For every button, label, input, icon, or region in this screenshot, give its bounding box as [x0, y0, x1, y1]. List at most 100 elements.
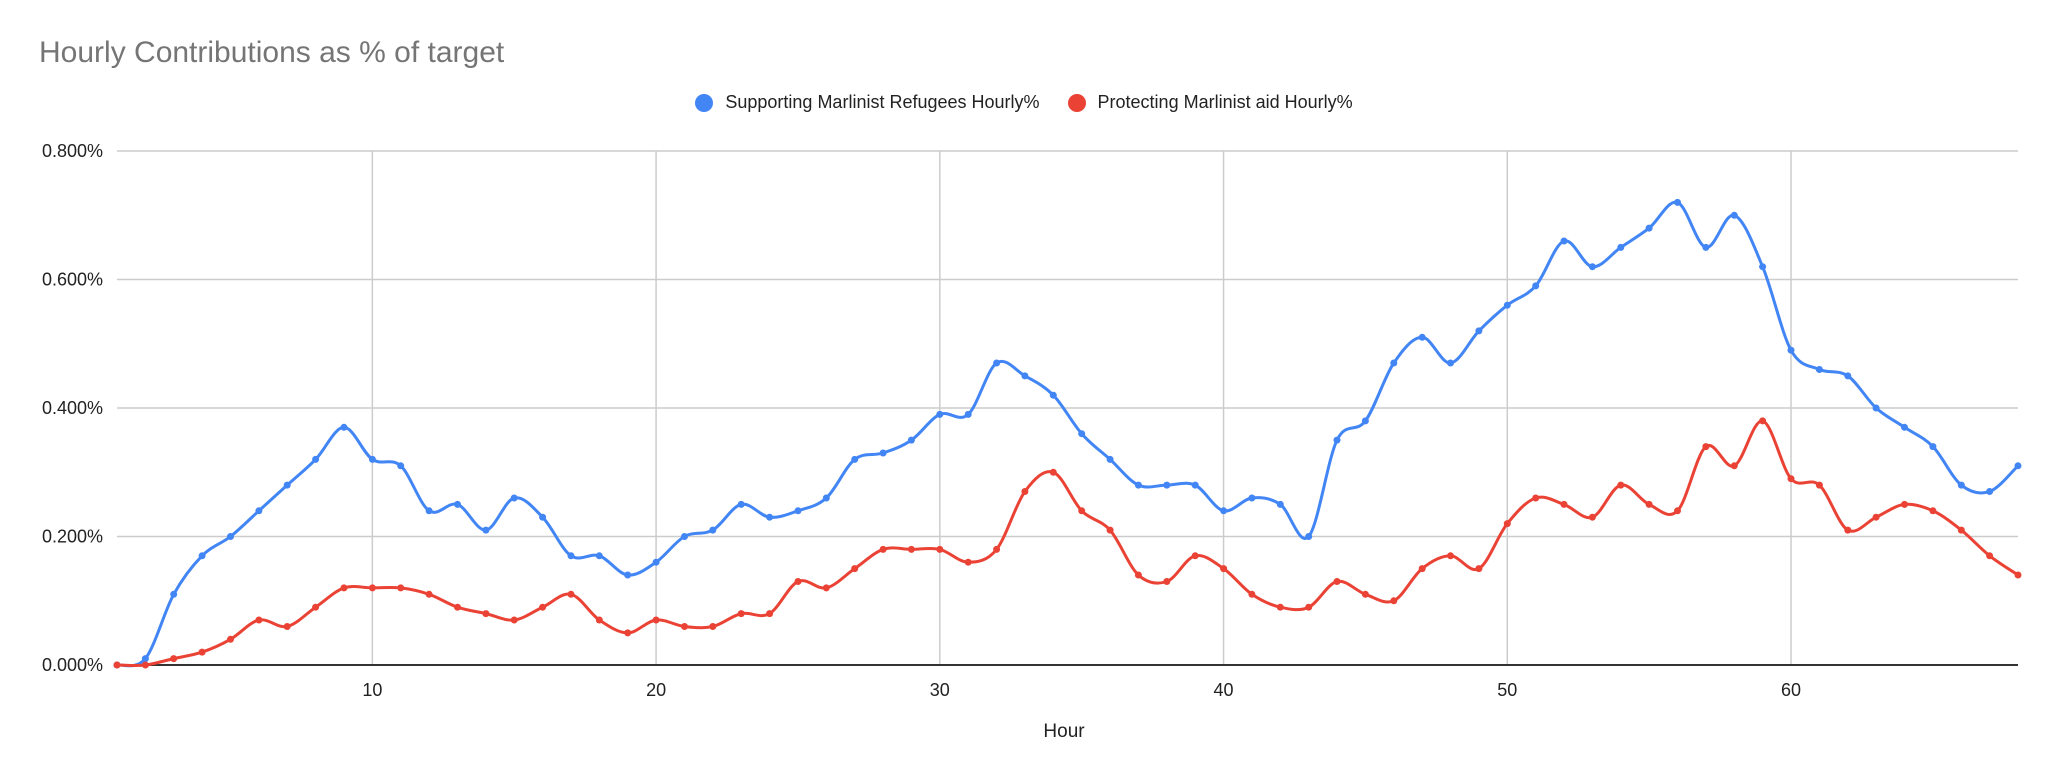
data-point[interactable]	[1560, 500, 1568, 508]
data-point[interactable]	[624, 629, 632, 637]
data-point[interactable]	[539, 603, 547, 611]
data-point[interactable]	[1248, 590, 1256, 598]
data-point[interactable]	[652, 558, 660, 566]
data-point[interactable]	[851, 565, 859, 573]
data-point[interactable]	[1617, 243, 1625, 251]
data-point[interactable]	[794, 507, 802, 515]
data-point[interactable]	[1390, 359, 1398, 367]
data-point[interactable]	[340, 584, 348, 592]
data-point[interactable]	[1475, 565, 1483, 573]
data-point[interactable]	[1333, 436, 1341, 444]
data-point[interactable]	[1021, 372, 1029, 380]
data-point[interactable]	[964, 558, 972, 566]
data-point[interactable]	[1078, 430, 1086, 438]
data-point[interactable]	[1787, 346, 1795, 354]
data-point[interactable]	[1617, 481, 1625, 489]
data-point[interactable]	[170, 590, 178, 598]
data-point[interactable]	[227, 533, 234, 540]
data-point[interactable]	[510, 494, 518, 502]
data-point[interactable]	[1276, 500, 1284, 508]
data-point[interactable]	[1418, 333, 1426, 341]
data-point[interactable]	[709, 623, 717, 630]
data-point[interactable]	[879, 449, 887, 457]
data-point[interactable]	[652, 616, 660, 624]
data-point[interactable]	[595, 616, 603, 624]
data-point[interactable]	[1134, 481, 1142, 489]
data-point[interactable]	[255, 507, 263, 515]
data-point[interactable]	[1929, 443, 1937, 451]
data-point[interactable]	[425, 507, 433, 515]
data-point[interactable]	[1730, 211, 1738, 219]
data-point[interactable]	[283, 623, 291, 630]
data-point[interactable]	[1532, 282, 1540, 290]
data-point[interactable]	[1163, 481, 1171, 489]
data-point[interactable]	[1503, 301, 1511, 309]
data-point[interactable]	[936, 545, 944, 553]
data-point[interactable]	[1901, 423, 1908, 431]
data-point[interactable]	[482, 526, 490, 534]
data-point[interactable]	[1106, 455, 1114, 463]
data-point[interactable]	[1759, 417, 1767, 425]
data-point[interactable]	[1872, 513, 1880, 521]
data-point[interactable]	[851, 455, 859, 463]
data-point[interactable]	[1021, 488, 1029, 495]
data-point[interactable]	[1418, 565, 1426, 573]
data-point[interactable]	[1248, 494, 1256, 502]
data-point[interactable]	[993, 545, 1001, 553]
data-point[interactable]	[312, 603, 320, 611]
data-point[interactable]	[368, 455, 376, 463]
data-point[interactable]	[737, 500, 745, 508]
data-point[interactable]	[1503, 520, 1511, 528]
data-point[interactable]	[425, 590, 433, 598]
data-point[interactable]	[993, 359, 1001, 367]
data-point[interactable]	[794, 578, 802, 585]
data-point[interactable]	[766, 513, 774, 521]
data-point[interactable]	[1049, 391, 1057, 399]
data-point[interactable]	[1957, 481, 1965, 489]
data-point[interactable]	[1787, 475, 1795, 483]
data-point[interactable]	[510, 616, 518, 624]
data-point[interactable]	[1702, 443, 1710, 451]
data-point[interactable]	[936, 410, 944, 418]
data-point[interactable]	[624, 571, 632, 579]
data-point[interactable]	[1134, 571, 1142, 579]
data-point[interactable]	[2014, 462, 2022, 470]
data-point[interactable]	[397, 462, 405, 470]
data-point[interactable]	[1588, 513, 1596, 521]
data-point[interactable]	[1759, 263, 1767, 271]
data-point[interactable]	[539, 513, 547, 521]
data-point[interactable]	[737, 610, 745, 618]
data-point[interactable]	[1844, 526, 1852, 534]
data-point[interactable]	[141, 661, 149, 669]
data-point[interactable]	[1333, 578, 1341, 585]
data-point[interactable]	[766, 610, 774, 618]
legend-item-series-2[interactable]: Protecting Marlinist aid Hourly%	[1067, 92, 1353, 113]
data-point[interactable]	[822, 494, 830, 502]
data-point[interactable]	[227, 635, 234, 643]
data-point[interactable]	[1815, 366, 1823, 373]
data-point[interactable]	[1276, 603, 1284, 611]
data-point[interactable]	[1674, 507, 1681, 515]
data-point[interactable]	[1078, 507, 1086, 515]
data-point[interactable]	[1702, 243, 1710, 251]
data-point[interactable]	[879, 545, 887, 553]
data-point[interactable]	[1588, 263, 1596, 271]
data-point[interactable]	[1872, 404, 1880, 412]
data-point[interactable]	[1049, 468, 1057, 476]
data-point[interactable]	[1929, 507, 1937, 515]
data-point[interactable]	[454, 500, 461, 508]
data-point[interactable]	[822, 584, 830, 592]
data-point[interactable]	[567, 552, 575, 560]
data-point[interactable]	[1106, 526, 1114, 534]
data-point[interactable]	[113, 661, 121, 669]
data-point[interactable]	[312, 455, 320, 463]
data-point[interactable]	[1844, 372, 1852, 380]
data-point[interactable]	[1986, 488, 1994, 495]
data-point[interactable]	[1191, 481, 1199, 489]
data-point[interactable]	[681, 623, 688, 630]
data-point[interactable]	[454, 603, 461, 611]
data-point[interactable]	[1191, 552, 1199, 560]
legend-item-series-1[interactable]: Supporting Marlinist Refugees Hourly%	[695, 92, 1040, 113]
data-point[interactable]	[567, 590, 575, 598]
data-point[interactable]	[1220, 507, 1228, 515]
